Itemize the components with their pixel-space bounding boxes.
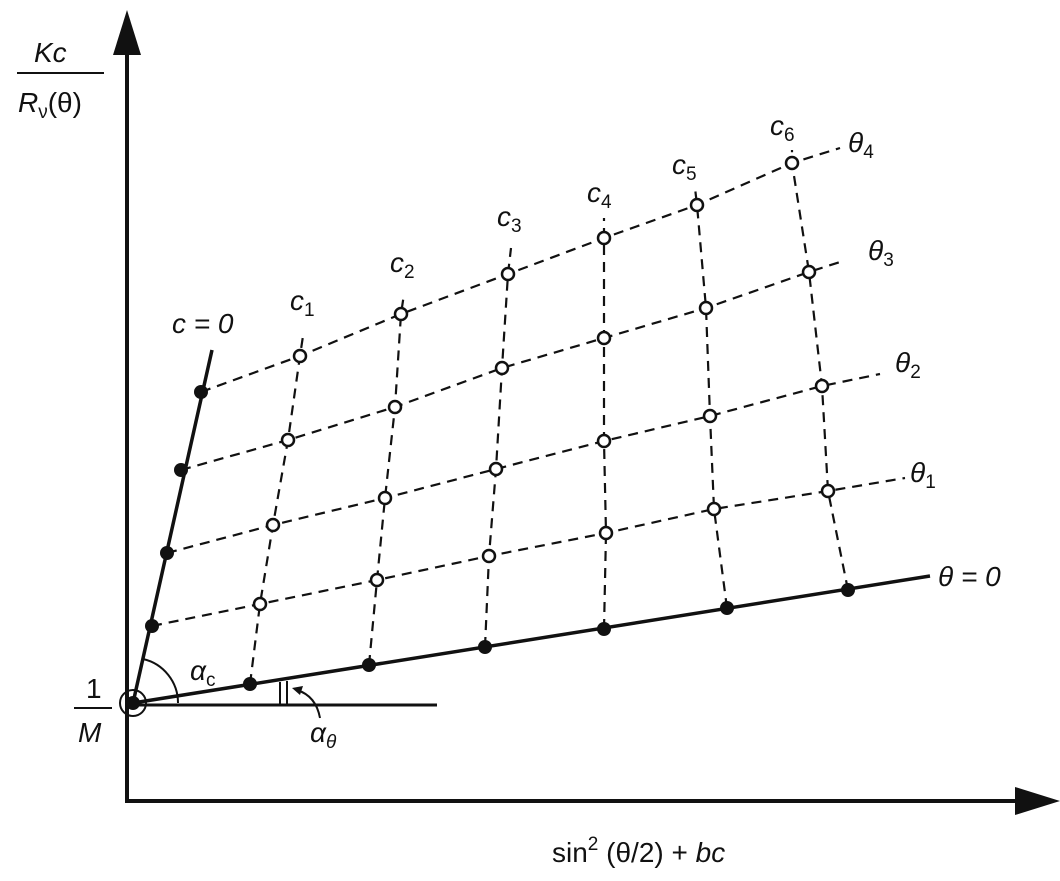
measured-point <box>292 348 308 364</box>
concentration-label-2: c2 <box>390 247 415 283</box>
theta-3-dashed-line <box>180 260 841 472</box>
c-zero-point <box>194 385 208 399</box>
c-2-dashed-line <box>367 293 406 666</box>
theta-zero-point <box>597 622 611 636</box>
c-4-dashed-line <box>602 218 608 630</box>
measured-point <box>596 230 612 246</box>
concentration-label-3: c3 <box>497 201 522 237</box>
measured-point <box>377 490 393 506</box>
measured-point <box>698 300 714 316</box>
measured-point <box>596 330 612 346</box>
x-axis-label: sin2 (θ/2) + bc <box>552 834 725 868</box>
intercept-point <box>126 696 140 710</box>
measured-point <box>252 596 268 612</box>
c-zero-line <box>131 349 214 704</box>
concentration-label-5: c5 <box>672 149 697 185</box>
intercept-label-numerator: 1 <box>86 673 102 704</box>
c-6-dashed-line <box>790 150 850 591</box>
angle-label-4: θ4 <box>848 127 874 163</box>
theta-zero-point <box>478 640 492 654</box>
measured-point <box>393 306 409 322</box>
theta-zero-point <box>720 601 734 615</box>
measured-point <box>706 501 722 517</box>
concentration-label-1: c1 <box>290 285 315 321</box>
measured-point <box>280 432 296 448</box>
measured-point <box>702 408 718 424</box>
measured-point <box>820 483 836 499</box>
c-3-dashed-line <box>483 247 513 648</box>
angle-label-2: θ2 <box>895 347 921 383</box>
alpha-c-arc <box>142 658 180 704</box>
measured-point <box>500 266 516 282</box>
measured-point <box>596 433 612 449</box>
measured-point <box>387 399 403 415</box>
measured-point <box>801 264 817 280</box>
measured-point <box>481 548 497 564</box>
theta-zero-point <box>362 658 376 672</box>
y-axis-label-denominator: Rν(θ) <box>18 87 82 123</box>
alpha-theta-label: αθ <box>310 717 337 753</box>
c-5-dashed-line <box>693 187 729 609</box>
data-points <box>145 155 855 691</box>
theta-zero-line <box>132 574 931 705</box>
y-axis-arrow-icon <box>113 10 141 55</box>
measured-point <box>369 572 385 588</box>
c-zero-point <box>174 463 188 477</box>
angle-label-1: θ1 <box>910 457 936 493</box>
theta-1-dashed-line <box>151 476 906 628</box>
measured-point <box>689 197 705 213</box>
measured-point <box>494 360 510 376</box>
measured-point <box>784 155 800 171</box>
intercept-label-denominator: M <box>78 717 102 748</box>
c-zero-point <box>160 546 174 560</box>
theta-zero-point <box>841 583 855 597</box>
measured-point <box>598 525 614 541</box>
measured-point <box>488 461 504 477</box>
alpha-theta-arrow-head-icon <box>292 686 303 695</box>
measured-point <box>265 517 281 533</box>
theta-2-dashed-line <box>166 372 881 555</box>
c-zero-label: c = 0 <box>172 308 234 339</box>
concentration-label-6: c6 <box>770 110 795 146</box>
x-axis-arrow-icon <box>1015 787 1060 815</box>
angle-label-3: θ3 <box>868 235 894 271</box>
intercept-point-ring <box>119 689 147 717</box>
theta-zero-label: θ = 0 <box>938 561 1001 592</box>
alpha-c-label: αc <box>190 655 215 691</box>
measured-point <box>814 378 830 394</box>
theta-4-dashed-line <box>200 146 841 394</box>
concentration-label-4: c4 <box>587 177 612 213</box>
y-axis-label-numerator: Kc <box>34 37 67 68</box>
c-1-dashed-line <box>248 335 305 685</box>
theta-zero-point <box>243 677 257 691</box>
c-zero-point <box>145 619 159 633</box>
